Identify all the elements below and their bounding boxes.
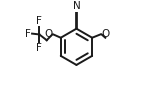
Text: O: O [44,29,52,39]
Text: F: F [25,29,31,39]
Text: O: O [101,29,110,39]
Text: N: N [73,1,80,11]
Text: F: F [36,16,42,26]
Text: F: F [36,43,42,53]
